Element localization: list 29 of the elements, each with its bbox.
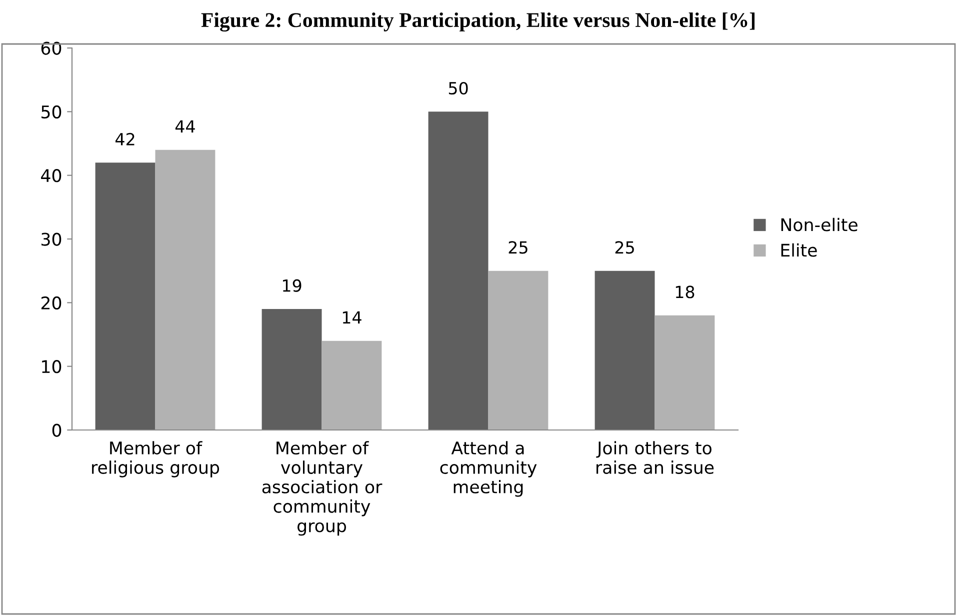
y-tick-label: 0 [52,424,62,437]
data-label: 25 [615,241,634,254]
y-tick-label: 20 [41,296,62,310]
bar [322,340,382,430]
bar [155,150,216,430]
data-label: 19 [283,279,302,292]
data-label: 25 [508,241,528,254]
chart-title: Figure 2: Community Participation, Elite versus Non-elite [%] [201,12,755,32]
bar [594,270,655,430]
data-label: 44 [175,120,195,133]
y-tick-label: 40 [41,169,62,182]
data-label: 42 [115,132,134,146]
y-tick-label: 30 [42,232,62,246]
data-label: 14 [342,311,362,324]
bar [95,162,156,430]
bar [428,112,488,430]
x-tick-label: Attend a community meeting [440,441,537,497]
data-label: 18 [676,286,694,298]
bar [488,270,548,430]
x-tick-label: Join others to raise an issue [596,441,714,474]
data-label: 50 [448,82,468,95]
legend-label: Elite [781,243,817,257]
x-tick-label: Member of religious group [92,441,220,478]
bar [262,309,322,430]
y-tick-label: 10 [42,360,62,374]
y-tick-label: 50 [42,105,62,119]
legend-label: Non-elite [781,218,858,232]
bar [654,315,715,430]
x-tick-label: Member of voluntary association or community group [262,441,382,536]
